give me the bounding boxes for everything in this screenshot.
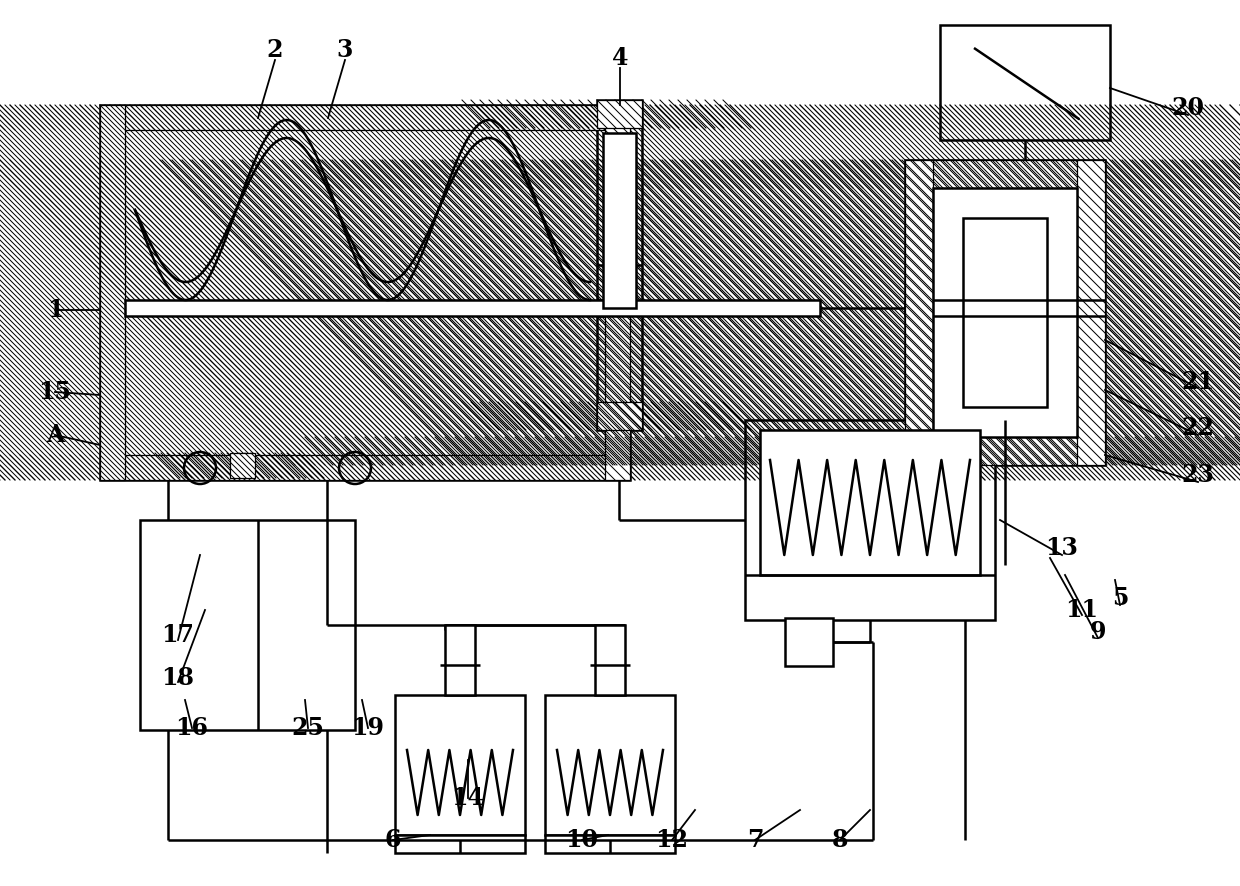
Text: 18: 18: [161, 666, 195, 690]
Text: 19: 19: [351, 716, 384, 740]
Text: 21: 21: [1182, 370, 1214, 394]
Bar: [596, 402, 642, 430]
Text: 7: 7: [746, 828, 764, 852]
Text: 11: 11: [1065, 598, 1099, 622]
Text: 8: 8: [832, 828, 848, 852]
Bar: [785, 618, 833, 666]
Text: 16: 16: [176, 716, 208, 740]
Text: 3: 3: [337, 38, 353, 62]
Bar: [100, 105, 630, 480]
Bar: [100, 455, 630, 480]
Text: 5: 5: [1112, 586, 1128, 610]
Bar: [940, 25, 1110, 140]
Bar: [905, 160, 932, 465]
Bar: [396, 695, 525, 835]
Text: 13: 13: [1045, 536, 1079, 560]
Bar: [546, 835, 675, 853]
Bar: [1078, 160, 1105, 465]
Text: 12: 12: [656, 828, 688, 852]
Bar: [546, 695, 675, 835]
Bar: [229, 453, 255, 478]
Text: 22: 22: [1182, 416, 1214, 440]
Text: 20: 20: [1172, 96, 1204, 120]
Bar: [396, 835, 525, 853]
Bar: [596, 100, 642, 128]
Text: 6: 6: [384, 828, 402, 852]
Bar: [100, 105, 630, 130]
Text: 25: 25: [291, 716, 325, 740]
Bar: [125, 300, 820, 316]
Bar: [605, 105, 630, 480]
Text: 1: 1: [47, 298, 63, 322]
Bar: [140, 520, 355, 730]
Bar: [905, 160, 1105, 465]
Text: 10: 10: [565, 828, 599, 852]
Bar: [905, 437, 1105, 465]
Text: A: A: [46, 423, 64, 447]
Bar: [760, 430, 980, 575]
Bar: [745, 420, 994, 620]
Text: 23: 23: [1182, 463, 1214, 487]
Text: 2: 2: [267, 38, 283, 62]
Text: 9: 9: [1090, 620, 1106, 644]
Bar: [932, 188, 1078, 437]
Text: 15: 15: [38, 380, 72, 404]
Text: 17: 17: [161, 623, 195, 647]
Bar: [905, 160, 1105, 188]
Bar: [595, 625, 625, 695]
Bar: [603, 133, 636, 308]
Bar: [596, 100, 642, 430]
Bar: [100, 105, 125, 480]
Text: 4: 4: [611, 46, 629, 70]
Text: 14: 14: [451, 786, 485, 810]
Bar: [963, 218, 1047, 407]
Bar: [445, 625, 475, 695]
